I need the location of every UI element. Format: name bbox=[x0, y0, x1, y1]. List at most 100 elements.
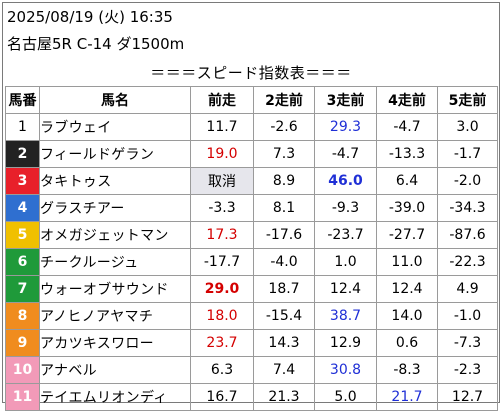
horse-number-badge: 1 bbox=[5, 113, 40, 141]
table-row: 7 ウォーオブサウンド 29.0 18.7 12.4 12.4 4.9 bbox=[5, 275, 498, 303]
speed-index-4-races-ago: -4.7 bbox=[376, 113, 438, 141]
speed-index-5-races-ago: -2.3 bbox=[437, 356, 498, 384]
speed-index-last-race: 18.0 bbox=[190, 302, 254, 330]
date-time-line: 2025/08/19 (火) 16:35 bbox=[7, 8, 173, 26]
table-row: 10 アナベル 6.3 7.4 30.8 -8.3 -2.3 bbox=[5, 356, 498, 384]
speed-index-last-race: 11.7 bbox=[190, 113, 254, 141]
speed-index-4-races-ago: 6.4 bbox=[376, 167, 438, 195]
col-header-3-races-ago: 3走前 bbox=[314, 86, 377, 114]
table-row: 2 フィールドゲラン 19.0 7.3 -4.7 -13.3 -1.7 bbox=[5, 140, 498, 168]
speed-index-2-races-ago: -4.0 bbox=[253, 248, 315, 276]
speed-index-5-races-ago: -22.3 bbox=[437, 248, 498, 276]
horse-name: アナベル bbox=[39, 356, 191, 384]
table-row: 6 チークルージュ -17.7 -4.0 1.0 11.0 -22.3 bbox=[5, 248, 498, 276]
table-row: 3 タキトゥス 取消 8.9 46.0 6.4 -2.0 bbox=[5, 167, 498, 195]
speed-index-4-races-ago: -27.7 bbox=[376, 221, 438, 249]
speed-index-3-races-ago: 12.4 bbox=[314, 275, 377, 303]
speed-index-4-races-ago: 12.4 bbox=[376, 275, 438, 303]
speed-index-5-races-ago: 12.7 bbox=[437, 383, 498, 411]
horse-number-badge: 3 bbox=[5, 167, 40, 195]
table-row: 1 ラブウェイ 11.7 -2.6 29.3 -4.7 3.0 bbox=[5, 113, 498, 141]
speed-index-last-race: -3.3 bbox=[190, 194, 254, 222]
speed-index-last-race: 取消 bbox=[190, 167, 254, 195]
speed-index-5-races-ago: -34.3 bbox=[437, 194, 498, 222]
speed-index-5-races-ago: 3.0 bbox=[437, 113, 498, 141]
horse-number-badge: 10 bbox=[5, 356, 40, 384]
speed-index-3-races-ago: 30.8 bbox=[314, 356, 377, 384]
speed-index-5-races-ago: -1.0 bbox=[437, 302, 498, 330]
speed-index-3-races-ago: 1.0 bbox=[314, 248, 377, 276]
speed-index-2-races-ago: 8.9 bbox=[253, 167, 315, 195]
horse-name: アカツキスワロー bbox=[39, 329, 191, 357]
speed-index-last-race: 17.3 bbox=[190, 221, 254, 249]
horse-number-badge: 5 bbox=[5, 221, 40, 249]
header-row: 馬番 馬名 前走 2走前 3走前 4走前 5走前 bbox=[5, 86, 498, 114]
horse-name: グラスチアー bbox=[39, 194, 191, 222]
horse-name: ラブウェイ bbox=[39, 113, 191, 141]
table-row: 5 オメガジェットマン 17.3 -17.6 -23.7 -27.7 -87.6 bbox=[5, 221, 498, 249]
speed-index-4-races-ago: 21.7 bbox=[376, 383, 438, 411]
horse-name: フィールドゲラン bbox=[39, 140, 191, 168]
speed-index-3-races-ago: -23.7 bbox=[314, 221, 377, 249]
horse-name: タキトゥス bbox=[39, 167, 191, 195]
speed-index-3-races-ago: 46.0 bbox=[314, 167, 377, 195]
speed-index-2-races-ago: -2.6 bbox=[253, 113, 315, 141]
table-title: ＝＝＝スピード指数表＝＝＝ bbox=[150, 64, 352, 82]
speed-index-2-races-ago: 7.3 bbox=[253, 140, 315, 168]
speed-index-2-races-ago: 7.4 bbox=[253, 356, 315, 384]
speed-index-3-races-ago: 5.0 bbox=[314, 383, 377, 411]
horse-number-badge: 6 bbox=[5, 248, 40, 276]
speed-index-2-races-ago: -17.6 bbox=[253, 221, 315, 249]
table-row: 9 アカツキスワロー 23.7 14.3 12.9 0.6 -7.3 bbox=[5, 329, 498, 357]
horse-name: ウォーオブサウンド bbox=[39, 275, 191, 303]
horse-number-badge: 4 bbox=[5, 194, 40, 222]
speed-index-2-races-ago: -15.4 bbox=[253, 302, 315, 330]
col-header-5-races-ago: 5走前 bbox=[437, 86, 498, 114]
horse-number-badge: 11 bbox=[5, 383, 40, 411]
speed-index-5-races-ago: -1.7 bbox=[437, 140, 498, 168]
speed-index-last-race: 6.3 bbox=[190, 356, 254, 384]
horse-name: オメガジェットマン bbox=[39, 221, 191, 249]
horse-name: チークルージュ bbox=[39, 248, 191, 276]
col-header-number: 馬番 bbox=[5, 86, 40, 114]
speed-index-2-races-ago: 14.3 bbox=[253, 329, 315, 357]
speed-index-5-races-ago: -2.0 bbox=[437, 167, 498, 195]
horse-number-badge: 7 bbox=[5, 275, 40, 303]
speed-index-5-races-ago: -7.3 bbox=[437, 329, 498, 357]
speed-index-last-race: 29.0 bbox=[190, 275, 254, 303]
speed-index-3-races-ago: -4.7 bbox=[314, 140, 377, 168]
speed-index-2-races-ago: 8.1 bbox=[253, 194, 315, 222]
col-header-last-race: 前走 bbox=[190, 86, 254, 114]
table-row: 4 グラスチアー -3.3 8.1 -9.3 -39.0 -34.3 bbox=[5, 194, 498, 222]
speed-index-3-races-ago: 38.7 bbox=[314, 302, 377, 330]
race-info-line: 名古屋5R C-14 ダ1500m bbox=[7, 35, 185, 53]
speed-index-last-race: -17.7 bbox=[190, 248, 254, 276]
horse-number-badge: 8 bbox=[5, 302, 40, 330]
speed-index-4-races-ago: 0.6 bbox=[376, 329, 438, 357]
speed-index-4-races-ago: 14.0 bbox=[376, 302, 438, 330]
horse-number-badge: 2 bbox=[5, 140, 40, 168]
speed-index-4-races-ago: -13.3 bbox=[376, 140, 438, 168]
speed-index-5-races-ago: -87.6 bbox=[437, 221, 498, 249]
speed-index-4-races-ago: -39.0 bbox=[376, 194, 438, 222]
table-row: 11 テイエムリオンディ 16.7 21.3 5.0 21.7 12.7 bbox=[5, 383, 498, 411]
speed-index-table: 馬番 馬名 前走 2走前 3走前 4走前 5走前 1 ラブウェイ 11.7 -2.6 2… bbox=[5, 86, 498, 411]
speed-index-last-race: 16.7 bbox=[190, 383, 254, 411]
col-header-4-races-ago: 4走前 bbox=[376, 86, 438, 114]
speed-index-last-race: 23.7 bbox=[190, 329, 254, 357]
speed-index-2-races-ago: 18.7 bbox=[253, 275, 315, 303]
speed-index-3-races-ago: 29.3 bbox=[314, 113, 377, 141]
speed-index-2-races-ago: 21.3 bbox=[253, 383, 315, 411]
speed-index-4-races-ago: -8.3 bbox=[376, 356, 438, 384]
speed-index-4-races-ago: 11.0 bbox=[376, 248, 438, 276]
speed-index-5-races-ago: 4.9 bbox=[437, 275, 498, 303]
speed-index-last-race: 19.0 bbox=[190, 140, 254, 168]
speed-index-3-races-ago: -9.3 bbox=[314, 194, 377, 222]
col-header-name: 馬名 bbox=[39, 86, 191, 114]
table-row: 8 アノヒノアヤマチ 18.0 -15.4 38.7 14.0 -1.0 bbox=[5, 302, 498, 330]
horse-number-badge: 9 bbox=[5, 329, 40, 357]
col-header-2-races-ago: 2走前 bbox=[253, 86, 315, 114]
speed-index-3-races-ago: 12.9 bbox=[314, 329, 377, 357]
horse-name: テイエムリオンディ bbox=[39, 383, 191, 411]
